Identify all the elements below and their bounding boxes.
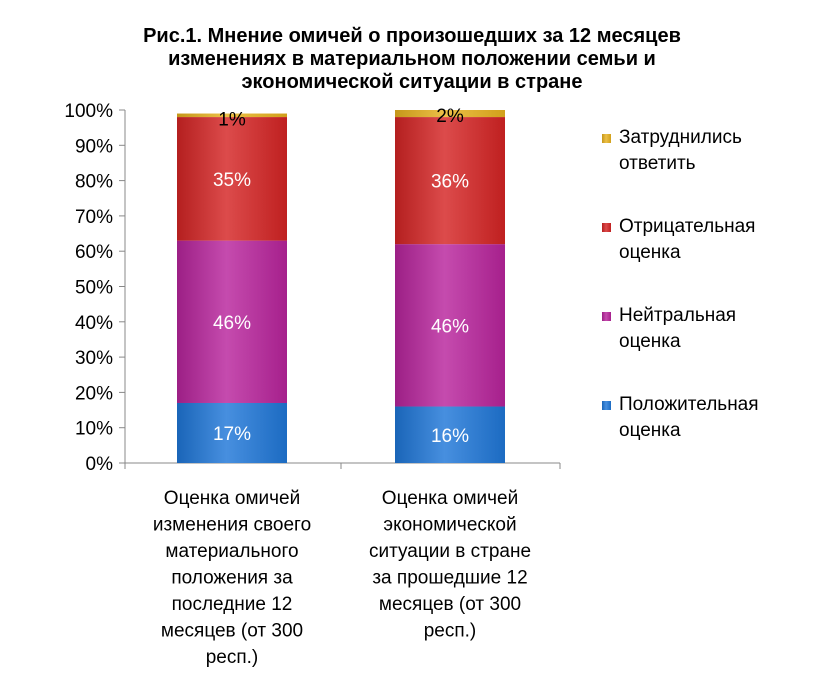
bars [177,110,505,463]
legend-label-line: оценка [619,331,681,352]
bar-segment [395,406,505,463]
y-tick-label: 70% [75,207,113,228]
category-label-line: последние 12 [172,594,293,615]
category-label-line: месяцев (от 300 [379,594,521,615]
data-label: 35% [213,170,251,191]
category-label-line: за прошедшие 12 [372,568,527,589]
data-label: 46% [213,313,251,334]
data-labels: 17% 46% 35% 1% 16% 46% 36% 2% [213,106,469,447]
bar-segment [177,240,287,403]
legend-label-line: ответить [619,153,696,174]
category-label-line: месяцев (от 300 [161,621,303,642]
category-label-line: респ.) [206,647,259,668]
y-tick-label: 100% [64,101,113,122]
y-tick-label: 0% [86,454,114,475]
chart-title-line: экономической ситуации в стране [242,71,583,93]
bar-segment [395,110,505,118]
bar-segment [177,113,287,118]
legend-swatch [602,134,611,143]
data-label: 16% [431,426,469,447]
category-label-line: изменения своего [153,515,311,536]
legend-label-line: Отрицательная [619,216,755,237]
legend-swatch [602,312,611,321]
bar-segment [177,117,287,241]
bar-segment [177,402,287,463]
category-label-line: положения за [171,568,293,589]
chart-title-line: Рис.1. Мнение омичей о произошедших за 1… [143,25,681,47]
category-label-line: Оценка омичей [382,488,518,509]
y-tick-label: 30% [75,348,113,369]
bar-segment [395,117,505,245]
legend-label-line: оценка [619,420,681,441]
data-label: 17% [213,424,251,445]
category-label-line: экономической [383,515,516,536]
bar-segment [395,244,505,407]
y-tick-label: 60% [75,242,113,263]
legend-label-line: оценка [619,242,681,263]
category-label-line: материального [165,541,298,562]
y-tick-label: 80% [75,172,113,193]
legend-label-line: Нейтральная [619,305,736,326]
legend: Затруднились ответить Отрицательная оценка Н… [602,127,759,441]
legend-label-line: Затруднились [619,127,742,148]
data-label: 2% [436,106,464,127]
y-axis: 0% 10% 20% 30% 40% 50% 60% 70% 80% 90% 100% [64,101,561,475]
category-label-line: респ.) [424,621,477,642]
x-axis-categories: Оценка омичей изменения своего материально… [153,488,531,668]
y-tick-label: 40% [75,313,113,334]
legend-label-line: Положительная [619,394,759,415]
legend-swatch [602,223,611,232]
legend-swatch [602,401,611,410]
data-label: 36% [431,172,469,193]
y-tick-label: 10% [75,419,113,440]
data-label: 46% [431,316,469,337]
chart-title: Рис.1. Мнение омичей о произошедших за 1… [143,25,681,93]
category-label-line: ситуации в стране [369,541,531,562]
category-label-line: Оценка омичей [164,488,300,509]
y-tick-label: 90% [75,136,113,157]
chart-title-line: изменениях в материальном положении семь… [168,48,656,70]
data-label: 1% [218,110,246,131]
y-tick-label: 50% [75,278,113,299]
y-tick-label: 20% [75,383,113,404]
